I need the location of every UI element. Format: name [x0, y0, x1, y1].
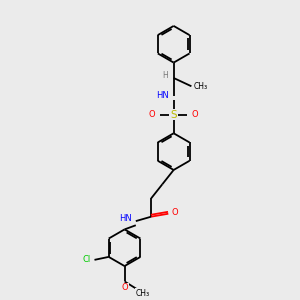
- Text: HN: HN: [156, 91, 169, 100]
- Text: O: O: [149, 110, 155, 119]
- Text: S: S: [170, 110, 177, 120]
- Text: O: O: [172, 208, 178, 217]
- Text: O: O: [192, 110, 199, 119]
- Text: Cl: Cl: [83, 255, 91, 264]
- Text: O: O: [122, 284, 128, 292]
- Text: HN: HN: [119, 214, 132, 223]
- Text: H: H: [163, 71, 168, 80]
- Text: CH₃: CH₃: [136, 289, 150, 298]
- Text: CH₃: CH₃: [193, 82, 207, 91]
